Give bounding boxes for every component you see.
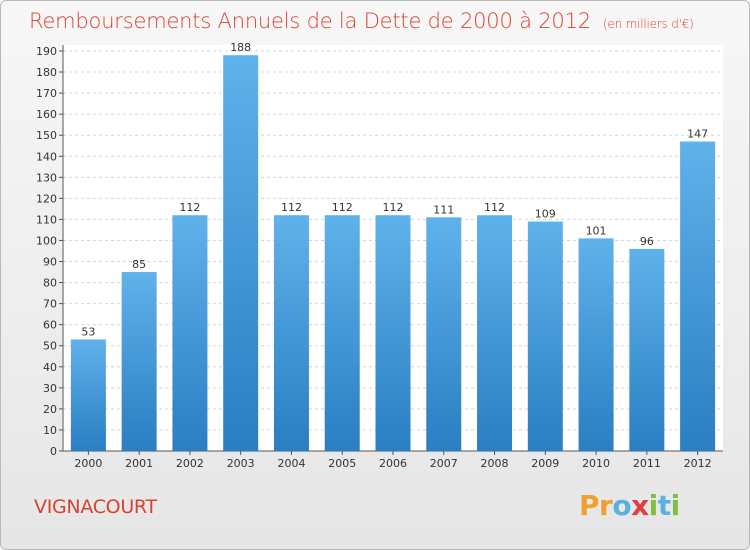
bar bbox=[273, 215, 309, 451]
logo-letter: P bbox=[579, 489, 600, 522]
bar-value-label: 96 bbox=[640, 235, 654, 248]
y-tick-label: 30 bbox=[43, 382, 57, 395]
bar bbox=[527, 221, 563, 451]
x-tick-label: 2012 bbox=[684, 457, 712, 470]
bar-value-label: 112 bbox=[383, 201, 404, 214]
logo-letter: o bbox=[612, 489, 632, 522]
y-tick-label: 160 bbox=[36, 108, 57, 121]
bar bbox=[121, 272, 157, 451]
bar-value-label: 53 bbox=[81, 325, 95, 338]
y-tick-label: 60 bbox=[43, 319, 57, 332]
y-tick-label: 120 bbox=[36, 192, 57, 205]
bar-value-label: 147 bbox=[687, 128, 708, 141]
bar bbox=[324, 215, 360, 451]
y-tick-label: 70 bbox=[43, 298, 57, 311]
logo-letter: t bbox=[657, 489, 671, 522]
y-tick-label: 170 bbox=[36, 87, 57, 100]
x-tick-label: 2005 bbox=[328, 457, 356, 470]
x-tick-label: 2006 bbox=[379, 457, 407, 470]
bar bbox=[375, 215, 411, 451]
y-tick-label: 0 bbox=[50, 445, 57, 458]
chart-title: Remboursements Annuels de la Dette de 20… bbox=[29, 9, 694, 33]
bar bbox=[426, 217, 462, 451]
chart-subtitle: (en milliers d'€) bbox=[602, 17, 694, 31]
y-tick-label: 90 bbox=[43, 256, 57, 269]
bar bbox=[477, 215, 513, 451]
y-tick-label: 100 bbox=[36, 234, 57, 247]
x-tick-label: 2000 bbox=[74, 457, 102, 470]
x-tick-label: 2011 bbox=[633, 457, 661, 470]
bar bbox=[680, 141, 716, 452]
y-tick-label: 180 bbox=[36, 66, 57, 79]
bar-value-label: 85 bbox=[132, 258, 146, 271]
logo-letter: i bbox=[648, 489, 659, 522]
chart-title-text: Remboursements Annuels de la Dette de 20… bbox=[29, 9, 591, 33]
bar bbox=[172, 215, 208, 451]
bar-value-label: 112 bbox=[281, 201, 302, 214]
bar bbox=[70, 339, 106, 451]
bar bbox=[629, 248, 665, 451]
proxiti-logo: Proxiti bbox=[579, 489, 680, 522]
x-tick-label: 2002 bbox=[176, 457, 204, 470]
bar-value-label: 112 bbox=[332, 201, 353, 214]
bar-value-label: 112 bbox=[484, 201, 505, 214]
bar-value-label: 101 bbox=[586, 224, 607, 237]
bar-value-label: 188 bbox=[230, 41, 251, 54]
y-tick-label: 150 bbox=[36, 129, 57, 142]
y-tick-label: 50 bbox=[43, 340, 57, 353]
y-tick-label: 190 bbox=[36, 45, 57, 58]
y-tick-label: 80 bbox=[43, 277, 57, 290]
logo-letter: i bbox=[670, 489, 681, 522]
x-tick-label: 2009 bbox=[531, 457, 559, 470]
x-tick-label: 2003 bbox=[227, 457, 255, 470]
x-tick-label: 2010 bbox=[582, 457, 610, 470]
y-tick-label: 110 bbox=[36, 213, 57, 226]
y-tick-label: 140 bbox=[36, 150, 57, 163]
y-tick-label: 10 bbox=[43, 424, 57, 437]
y-tick-label: 40 bbox=[43, 361, 57, 374]
y-tick-label: 20 bbox=[43, 403, 57, 416]
bar bbox=[578, 238, 614, 451]
x-tick-label: 2007 bbox=[430, 457, 458, 470]
bar-value-label: 111 bbox=[433, 203, 454, 216]
logo-letter: r bbox=[599, 489, 613, 522]
x-tick-label: 2004 bbox=[277, 457, 305, 470]
logo-letter: x bbox=[631, 489, 649, 522]
commune-name: VIGNACOURT bbox=[34, 496, 157, 518]
bar-value-label: 109 bbox=[535, 208, 556, 221]
y-tick-label: 130 bbox=[36, 171, 57, 184]
x-tick-label: 2008 bbox=[481, 457, 509, 470]
bar bbox=[223, 55, 259, 452]
bar-value-label: 112 bbox=[179, 201, 200, 214]
x-tick-label: 2001 bbox=[125, 457, 153, 470]
